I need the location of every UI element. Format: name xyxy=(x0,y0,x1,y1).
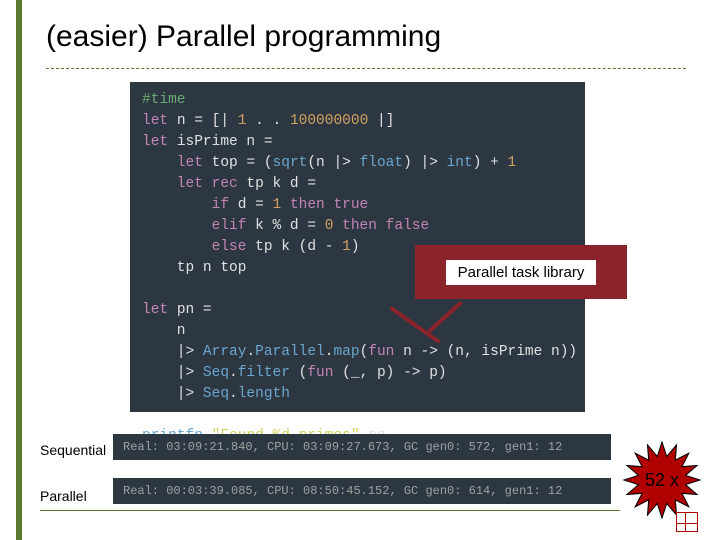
title-separator xyxy=(46,68,686,69)
label-sequential: Sequential xyxy=(40,442,106,458)
speedup-value: 52 x xyxy=(622,440,702,520)
label-parallel: Parallel xyxy=(40,488,87,504)
slide: (easier) Parallel programming #time let … xyxy=(0,0,720,540)
accent-bar xyxy=(16,0,22,540)
timing-sequential: Real: 03:09:21.840, CPU: 03:09:27.673, G… xyxy=(113,434,611,460)
footer-separator xyxy=(40,510,620,511)
footer-logo-icon xyxy=(676,512,698,532)
timing-parallel: Real: 00:03:39.085, CPU: 08:50:45.152, G… xyxy=(113,478,611,504)
callout-label: Parallel task library xyxy=(446,260,597,285)
slide-title: (easier) Parallel programming xyxy=(46,20,441,54)
callout-box: Parallel task library xyxy=(415,245,627,299)
